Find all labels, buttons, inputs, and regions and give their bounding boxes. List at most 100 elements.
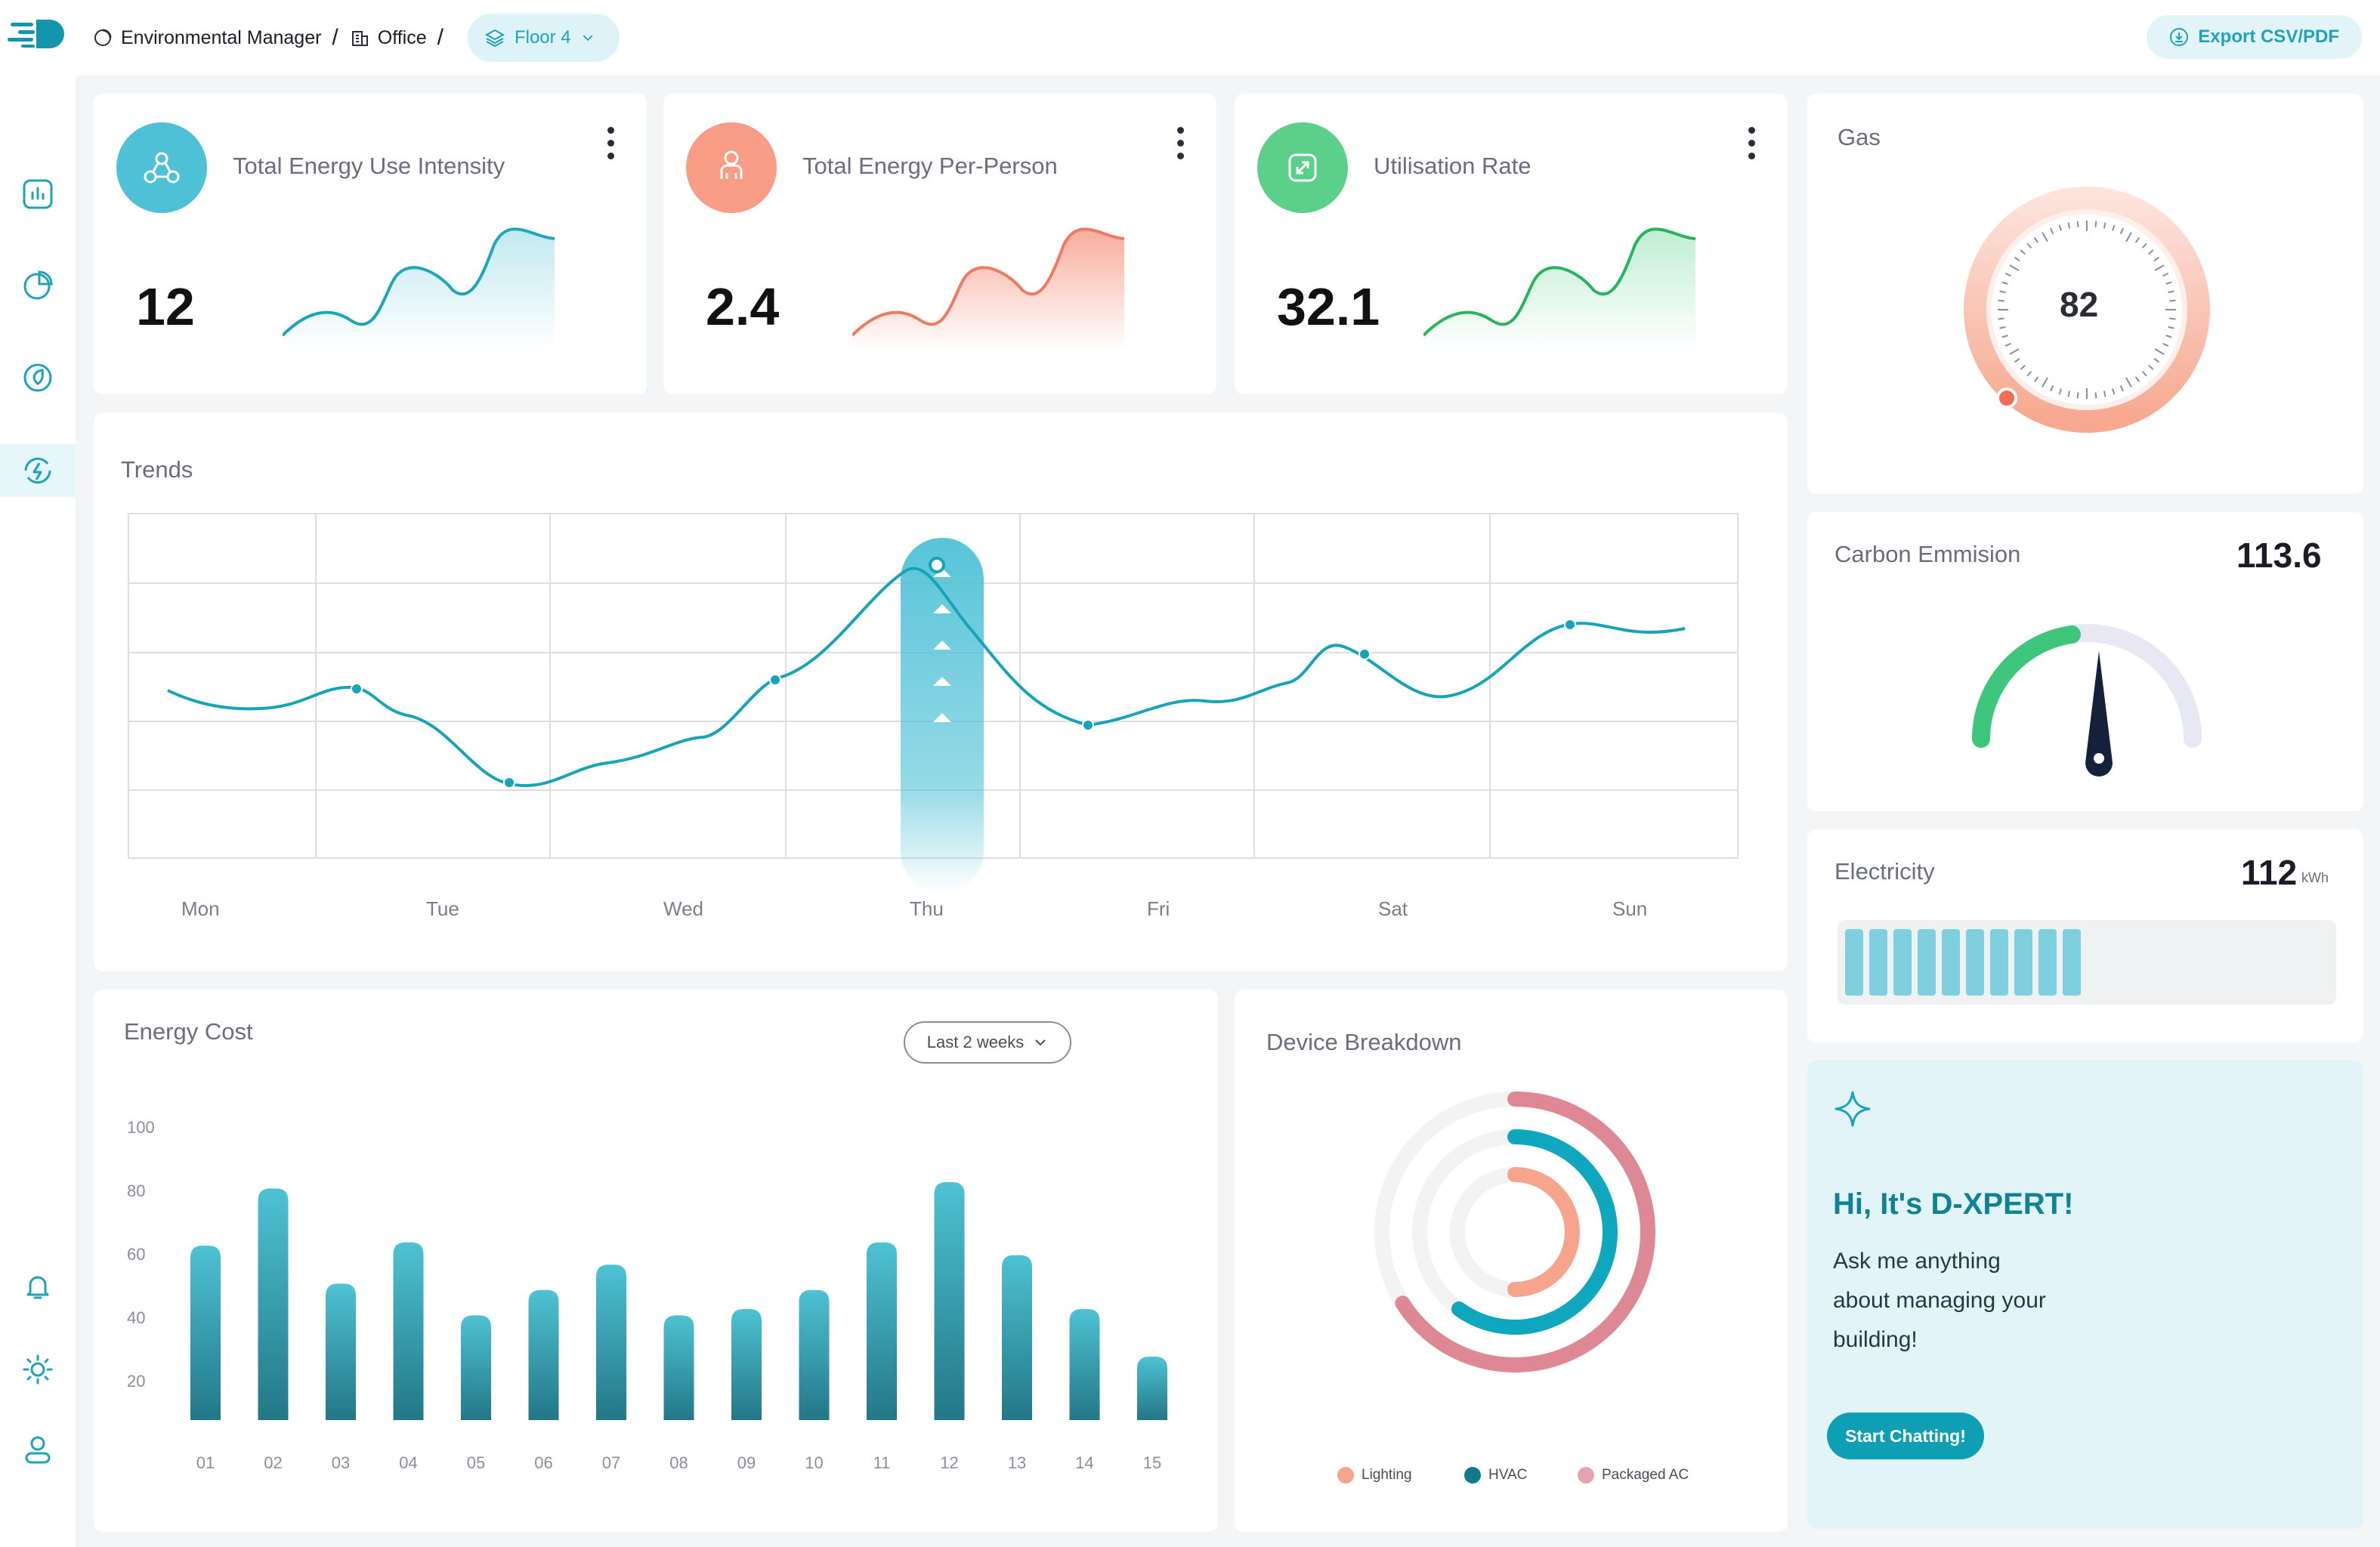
gas-gauge-tick <box>2026 371 2032 377</box>
cost-bar[interactable] <box>731 1309 762 1420</box>
x-tick-label: 06 <box>534 1453 552 1472</box>
sparkline-energy-intensity <box>283 227 555 350</box>
more-options-icon[interactable] <box>1747 127 1756 160</box>
molecule-icon <box>144 152 180 184</box>
device-arc-lighting[interactable] <box>1507 1167 1580 1297</box>
gas-gauge-tick <box>1999 290 2006 294</box>
gas-gauge-tick <box>2058 388 2062 395</box>
y-tick-label: 80 <box>127 1181 145 1200</box>
kpi-value: 32.1 <box>1277 277 1380 336</box>
nav-analytics[interactable] <box>0 168 76 221</box>
kpi-value: 12 <box>136 277 195 336</box>
gas-gauge-tick <box>2125 377 2132 388</box>
gas-gauge-tick <box>2168 326 2174 329</box>
cost-bar[interactable] <box>596 1264 626 1420</box>
trends-chart <box>128 513 1739 893</box>
cost-bar[interactable] <box>799 1289 830 1420</box>
gas-gauge-tick <box>2042 232 2048 242</box>
gas-gauge-tick <box>2165 335 2172 338</box>
kpi-icon-badge <box>116 122 207 213</box>
cost-bar[interactable] <box>393 1242 424 1420</box>
gas-gauge-tick <box>2026 242 2032 249</box>
kpi-icon-badge <box>686 122 777 213</box>
cost-bar[interactable] <box>326 1283 356 1420</box>
kpi-card-energy-per-person: Total Energy Per-Person 2.4 <box>663 94 1216 394</box>
kpi-card-utilisation: Utilisation Rate 32.1 <box>1235 94 1788 394</box>
assistant-title: Hi, It's D-XPERT! <box>1833 1187 2074 1221</box>
start-chatting-button[interactable]: Start Chatting! <box>1827 1413 1984 1459</box>
cost-bar[interactable] <box>528 1289 559 1420</box>
legend-dot <box>1464 1467 1481 1484</box>
floor-selector[interactable]: Floor 4 <box>467 14 620 62</box>
bar-chart-icon <box>23 179 53 209</box>
trend-day-label: Thu <box>910 897 944 920</box>
gas-gauge-knob[interactable] <box>1996 388 2017 409</box>
gas-gauge-tick <box>2154 264 2165 271</box>
gas-gauge-tick <box>2094 392 2097 399</box>
electricity-unit: kWh <box>2301 870 2329 885</box>
carbon-value: 113.6 <box>2236 536 2322 575</box>
x-tick-label: 04 <box>399 1453 417 1472</box>
trend-line <box>167 567 1686 787</box>
gas-gauge-tick <box>2169 317 2176 320</box>
cost-bar[interactable] <box>1069 1309 1100 1420</box>
nav-sustainability[interactable] <box>0 351 76 404</box>
electricity-segment <box>1845 929 1863 996</box>
carbon-gauge <box>1972 624 2202 777</box>
sparkle-icon <box>1834 1091 1871 1127</box>
electricity-bar <box>1838 920 2336 1005</box>
nav-energy[interactable] <box>0 444 76 497</box>
cost-bar[interactable] <box>1002 1255 1032 1420</box>
nav-settings[interactable] <box>0 1343 76 1396</box>
kpi-title: Total Energy Use Intensity <box>233 153 505 179</box>
x-tick-label: 01 <box>196 1453 215 1472</box>
date-range-dropdown[interactable]: Last 2 weeks <box>904 1021 1071 1064</box>
gas-card: Gas 82 <box>1807 94 2363 494</box>
gas-gauge-tick <box>2141 371 2147 377</box>
gas-gauge-tick <box>2148 249 2154 255</box>
breadcrumb-app-label: Environmental Manager <box>121 26 322 48</box>
trend-day-label: Wed <box>663 897 703 920</box>
electricity-segment <box>1966 929 1984 996</box>
device-arc-hvac[interactable] <box>1451 1129 1618 1335</box>
gas-gauge-tick <box>2112 224 2116 231</box>
gas-gauge-tick <box>2141 242 2147 249</box>
gas-gauge-tick <box>2001 335 2008 338</box>
x-tick-label: 12 <box>940 1453 958 1472</box>
nav-reports[interactable] <box>0 259 76 312</box>
x-tick-label: 09 <box>737 1453 756 1472</box>
gas-gauge-tick <box>2134 236 2140 243</box>
gas-gauge-tick <box>2119 227 2124 234</box>
legend-label: Lighting <box>1362 1467 1412 1483</box>
breadcrumb: Environmental Manager / Office / Floor 4 <box>92 14 620 62</box>
gas-gauge-tick <box>1999 326 2006 329</box>
electricity-segment <box>1893 929 1912 996</box>
more-options-icon[interactable] <box>606 127 615 160</box>
y-tick-label: 100 <box>127 1118 155 1137</box>
gas-gauge-tick <box>2050 385 2054 392</box>
cost-bar[interactable] <box>190 1246 221 1420</box>
cost-bar[interactable] <box>1137 1357 1167 1420</box>
gas-gauge-tick <box>2148 364 2154 370</box>
legend-hvac: HVAC <box>1464 1467 1527 1484</box>
cost-bar[interactable] <box>867 1242 897 1420</box>
sparkline-energy-per-person <box>852 227 1125 350</box>
cost-bar[interactable] <box>258 1188 289 1420</box>
device-arc-packaged-ac[interactable] <box>1395 1092 1655 1373</box>
app-logo[interactable] <box>6 17 68 51</box>
breadcrumb-building[interactable]: Office <box>349 27 427 49</box>
nav-notifications[interactable] <box>0 1260 76 1313</box>
more-options-icon[interactable] <box>1176 127 1185 160</box>
x-tick-label: 10 <box>805 1453 823 1472</box>
energy-cost-title: Energy Cost <box>124 1018 253 1045</box>
date-range-label: Last 2 weeks <box>926 1033 1025 1051</box>
breadcrumb-app[interactable]: Environmental Manager <box>92 27 321 49</box>
breadcrumb-building-label: Office <box>377 26 427 48</box>
electricity-card: Electricity 112 kWh <box>1807 829 2363 1042</box>
gas-gauge-tick <box>2076 392 2079 399</box>
cost-bar[interactable] <box>663 1315 694 1420</box>
cost-bar[interactable] <box>934 1182 965 1420</box>
export-button[interactable]: Export CSV/PDF <box>2147 15 2362 59</box>
nav-profile[interactable] <box>0 1423 76 1476</box>
cost-bar[interactable] <box>461 1315 491 1420</box>
